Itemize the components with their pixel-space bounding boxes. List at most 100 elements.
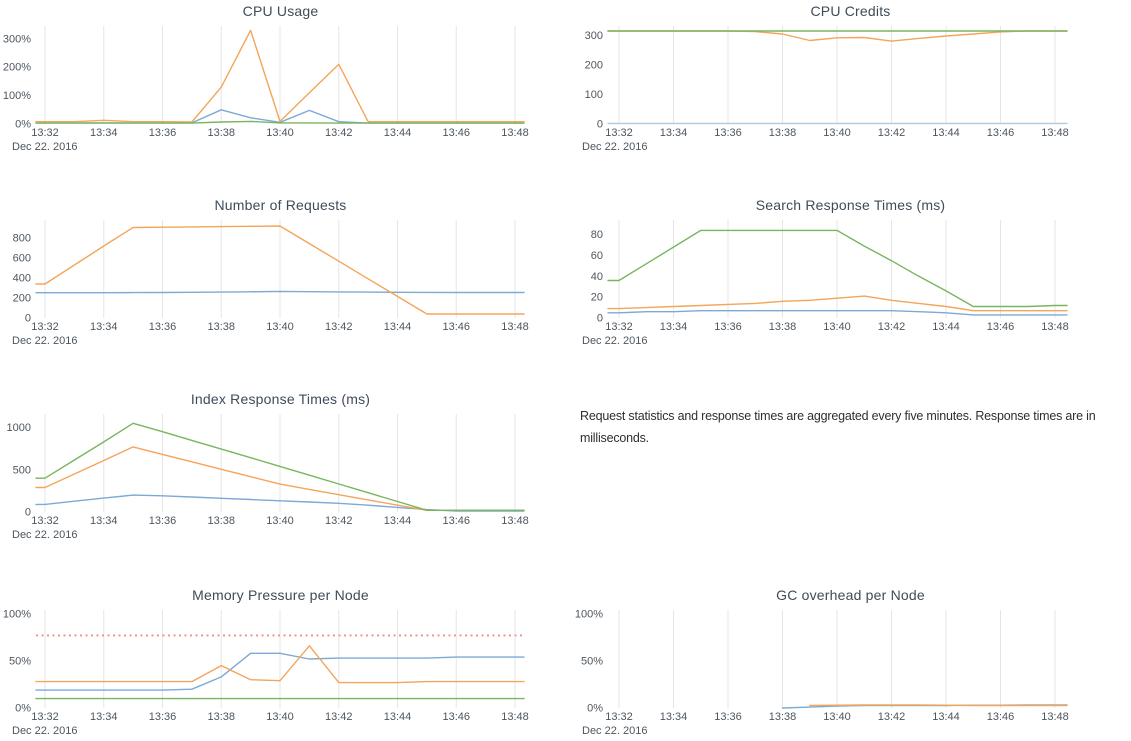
- x-tick-label: 13:32: [31, 515, 59, 527]
- x-tick-label: 13:46: [442, 127, 470, 139]
- x-tick-label: 13:40: [823, 321, 851, 333]
- x-tick-label: 13:36: [149, 321, 177, 333]
- x-tick-label: 13:38: [207, 711, 235, 723]
- x-tick-label: 13:46: [442, 515, 470, 527]
- x-tick-label: 13:32: [31, 711, 59, 723]
- y-tick-label: 0%: [587, 703, 603, 715]
- x-tick-label: 13:34: [660, 127, 688, 139]
- y-tick-label: 200: [13, 293, 31, 305]
- chart-canvas-memory-pressure: 0% 50% 100% 13:32 13:34 13:36 13:38 13:40 13:42 1…: [3, 608, 529, 737]
- y-tick-label: 100%: [575, 608, 603, 620]
- y-tick-label: 300%: [3, 33, 31, 45]
- y-tick-label: 1000: [7, 422, 31, 434]
- chart-search-response-times: Search Response Times (ms) 0 20 40 60 80 13:3…: [570, 194, 1131, 351]
- x-tick-label: 13:44: [932, 127, 960, 139]
- chart-cpu-usage: CPU Usage 0% 100% 200% 300% 13:32 13:34 13:36 1…: [0, 0, 561, 157]
- x-tick-label: 13:40: [823, 127, 851, 139]
- x-tick-label: 13:34: [90, 127, 118, 139]
- x-date-label: Dec 22. 2016: [12, 725, 77, 737]
- y-tick-label: 100%: [3, 608, 31, 620]
- chart-title: GC overhead per Node: [776, 587, 925, 603]
- series-line-search-blue: [607, 309, 1068, 316]
- x-tick-label: 13:34: [90, 515, 118, 527]
- chart-cpu-credits: CPU Credits 0 100 200 300 13:32 13:34 13:36 13:…: [570, 0, 1131, 157]
- y-tick-label: 20: [591, 292, 603, 304]
- x-tick-label: 13:42: [878, 711, 906, 723]
- y-tick-label: 400: [13, 273, 31, 285]
- x-tick-label: 13:36: [149, 515, 177, 527]
- x-tick-label: 13:40: [266, 515, 294, 527]
- chart-canvas-number-of-requests: 0 200 400 600 800 13:32 13:34 13:36 13:38 13:40 13…: [12, 220, 529, 347]
- x-tick-label: 13:38: [769, 127, 797, 139]
- x-tick-label: 13:36: [714, 321, 742, 333]
- x-tick-label: 13:46: [987, 711, 1015, 723]
- series-line-gc-orange: [809, 704, 1068, 707]
- x-tick-label: 13:46: [987, 321, 1015, 333]
- y-tick-label: 0%: [15, 119, 31, 131]
- x-tick-label: 13:40: [266, 711, 294, 723]
- x-tick-label: 13:32: [31, 321, 59, 333]
- chart-index-response-times: Index Response Times (ms) 0 500 1000 13:32 1…: [0, 388, 561, 545]
- x-tick-label: 13:44: [932, 711, 960, 723]
- x-tick-label: 13:46: [442, 321, 470, 333]
- x-tick-label: 13:34: [660, 321, 688, 333]
- chart-gc-overhead: GC overhead per Node 0% 50% 100% 13:32 13:34…: [570, 584, 1131, 741]
- x-tick-label: 13:42: [325, 711, 353, 723]
- note-line-1: Request statistics and response times ar…: [580, 409, 1096, 423]
- y-tick-label: 200: [585, 59, 603, 71]
- series-line-requests-orange: [35, 225, 525, 315]
- x-tick-label: 13:34: [660, 711, 688, 723]
- y-tick-label: 200%: [3, 62, 31, 74]
- x-tick-label: 13:38: [207, 321, 235, 333]
- x-date-label: Dec 22. 2016: [582, 725, 647, 737]
- x-tick-label: 13:44: [384, 127, 412, 139]
- x-tick-label: 13:44: [384, 321, 412, 333]
- chart-title: CPU Usage: [242, 3, 319, 19]
- series-line-search-orange: [607, 295, 1068, 312]
- chart-title: Search Response Times (ms): [755, 197, 946, 213]
- chart-number-of-requests: Number of Requests 0 200 400 600 800 13:32 13:…: [0, 194, 561, 351]
- y-tick-label: 100: [585, 89, 603, 101]
- series-line-memory-blue: [35, 652, 525, 691]
- y-tick-label: 0: [25, 313, 31, 325]
- x-tick-label: 13:32: [31, 127, 59, 139]
- x-tick-label: 13:38: [207, 515, 235, 527]
- x-tick-label: 13:36: [149, 711, 177, 723]
- chart-title: Memory Pressure per Node: [192, 587, 369, 603]
- y-tick-label: 50%: [9, 655, 31, 667]
- x-tick-label: 13:48: [501, 127, 529, 139]
- x-tick-label: 13:48: [1041, 127, 1069, 139]
- x-tick-label: 13:42: [878, 321, 906, 333]
- y-tick-label: 500: [13, 464, 31, 476]
- x-tick-label: 13:48: [1041, 321, 1069, 333]
- x-tick-label: 13:42: [325, 321, 353, 333]
- y-tick-label: 50%: [581, 655, 603, 667]
- x-tick-label: 13:40: [266, 321, 294, 333]
- chart-title: Index Response Times (ms): [190, 391, 371, 407]
- x-tick-label: 13:40: [823, 711, 851, 723]
- y-tick-label: 600: [13, 253, 31, 265]
- x-tick-label: 13:42: [325, 127, 353, 139]
- x-tick-label: 13:46: [987, 127, 1015, 139]
- x-tick-label: 13:48: [501, 515, 529, 527]
- y-tick-label: 0%: [15, 703, 31, 715]
- chart-canvas-cpu-credits: 0 100 200 300 13:32 13:34 13:36 13:38 13:40 13:42…: [582, 26, 1069, 153]
- chart-canvas-search-response-times: 0 20 40 60 80 13:32 13:34 13:36 13:38 13:40 13:42 1…: [582, 220, 1069, 347]
- chart-title: CPU Credits: [810, 3, 891, 19]
- x-date-label: Dec 22. 2016: [582, 141, 647, 153]
- x-date-label: Dec 22. 2016: [12, 529, 77, 541]
- x-tick-label: 13:38: [769, 711, 797, 723]
- y-tick-label: 80: [591, 229, 603, 241]
- x-tick-label: 13:48: [501, 321, 529, 333]
- note-text: Request statistics and response times ar…: [580, 388, 1131, 449]
- note-line-2: milliseconds.: [580, 431, 649, 445]
- x-tick-label: 13:34: [90, 711, 118, 723]
- chart-canvas-index-response-times: 0 500 1000 13:32 13:34 13:36 13:38 13:40 13:42 13…: [7, 414, 529, 541]
- x-tick-label: 13:36: [149, 127, 177, 139]
- x-tick-label: 13:48: [501, 711, 529, 723]
- x-tick-label: 13:44: [384, 711, 412, 723]
- y-tick-label: 0: [597, 119, 603, 131]
- chart-canvas-cpu-usage: 0% 100% 200% 300% 13:32 13:34 13:36 13:38 13:40 1…: [3, 26, 529, 153]
- y-tick-label: 40: [591, 271, 603, 283]
- x-tick-label: 13:34: [90, 321, 118, 333]
